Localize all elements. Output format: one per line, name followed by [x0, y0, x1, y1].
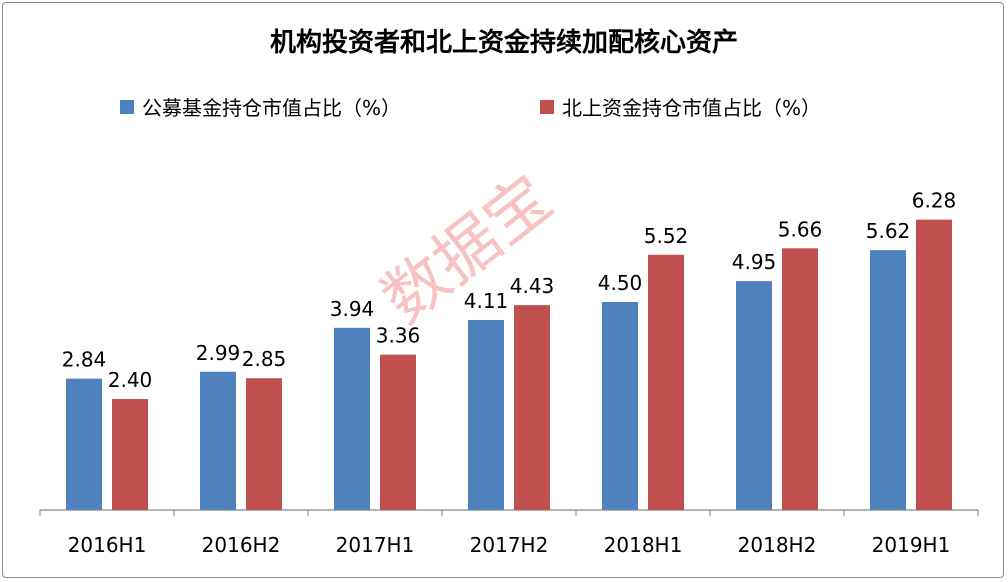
data-label-series-1-2018H2: 4.95: [732, 250, 777, 274]
legend-label-series-1: 公募基金持仓市值占比（%）: [142, 96, 402, 120]
x-tick-label-2018H2: 2018H2: [738, 533, 817, 557]
legend-label-series-2: 北上资金持仓市值占比（%）: [562, 96, 822, 120]
x-tick-label-2017H1: 2017H1: [336, 533, 415, 557]
data-label-series-1-2017H2: 4.11: [464, 289, 509, 313]
legend-item-series-2: 北上资金持仓市值占比（%）: [540, 92, 821, 121]
data-label-series-2-2016H2: 2.85: [242, 347, 287, 371]
bar-series-2-2019H1: [916, 219, 952, 511]
x-tick-label-2017H2: 2017H2: [470, 533, 549, 557]
bar-series-2-2018H1: [648, 254, 684, 510]
data-label-series-2-2017H1: 3.36: [376, 324, 421, 348]
bar-series-2-2018H2: [782, 248, 818, 510]
bar-series-1-2018H2: [736, 281, 772, 510]
legend-swatch-series-1: [120, 99, 134, 114]
x-tick-label-2016H2: 2016H2: [202, 533, 281, 557]
data-label-series-1-2016H2: 2.99: [196, 341, 241, 365]
bar-series-2-2017H2: [514, 305, 550, 510]
data-label-series-2-2018H2: 5.66: [778, 217, 823, 241]
x-tick-label-2016H1: 2016H1: [68, 533, 147, 557]
x-tick-label-2019H1: 2019H1: [872, 533, 951, 557]
bar-series-1-2018H1: [602, 301, 638, 510]
bar-series-2-2016H1: [112, 399, 148, 510]
bar-series-2-2016H2: [246, 378, 282, 510]
data-label-series-2-2016H1: 2.40: [108, 368, 153, 392]
bar-series-1-2017H2: [468, 319, 504, 510]
data-label-series-2-2018H1: 5.52: [644, 224, 689, 248]
data-label-series-1-2016H1: 2.84: [62, 348, 107, 372]
data-label-series-2-2019H1: 6.28: [912, 189, 957, 213]
bar-series-1-2016H1: [66, 378, 102, 510]
legend-swatch-series-2: [540, 99, 554, 114]
data-label-series-1-2018H1: 4.50: [598, 271, 643, 295]
bar-series-1-2016H2: [200, 371, 236, 510]
data-label-series-1-2019H1: 5.62: [866, 219, 911, 243]
x-tick-label-2018H1: 2018H1: [604, 533, 683, 557]
bar-series-1-2017H1: [334, 327, 370, 510]
data-label-series-1-2017H1: 3.94: [330, 297, 375, 321]
bar-series-1-2019H1: [870, 250, 906, 511]
legend-item-series-1: 公募基金持仓市值占比（%）: [120, 92, 401, 121]
chart-title: 机构投资者和北上资金持续加配核心资产: [269, 28, 738, 58]
bar-series-2-2017H1: [380, 354, 416, 510]
data-label-series-2-2017H2: 4.43: [510, 274, 555, 298]
